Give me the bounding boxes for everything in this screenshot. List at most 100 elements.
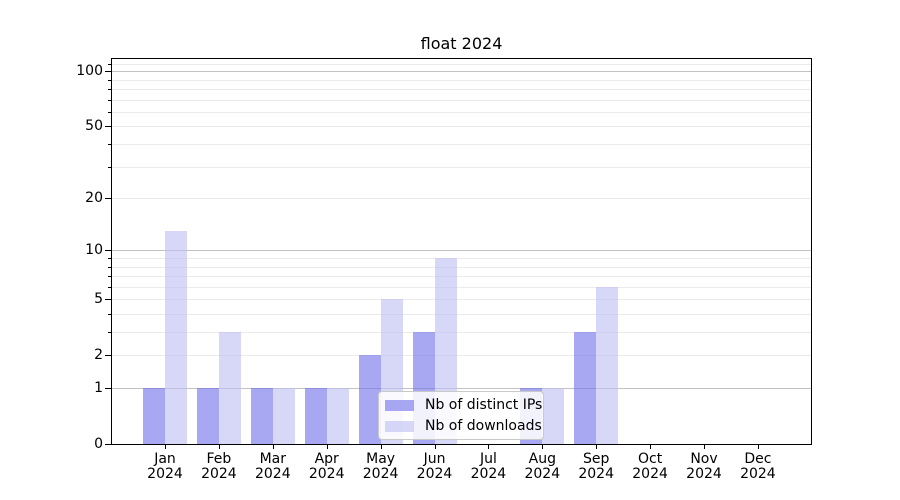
x-tick-month: Nov xyxy=(690,451,718,467)
legend-swatch-distinct-ips xyxy=(385,399,414,411)
x-tick-year: 2024 xyxy=(470,466,507,482)
gridline-minor xyxy=(112,79,811,81)
y-minor-tick-mark xyxy=(108,63,111,65)
x-tick-month: Aug xyxy=(528,451,556,467)
x-tick-label: Apr 2024 xyxy=(297,452,357,481)
x-tick-mark xyxy=(488,445,490,449)
x-tick-month: Jan xyxy=(154,451,176,467)
x-tick-month: Oct xyxy=(637,451,663,467)
x-tick-mark xyxy=(165,445,166,449)
y-tick-label: 20 xyxy=(85,190,103,206)
x-tick-mark xyxy=(542,445,544,449)
y-minor-tick-mark xyxy=(108,198,111,199)
x-tick-month: Jun xyxy=(423,451,446,467)
x-tick-year: 2024 xyxy=(416,466,453,482)
x-tick-label: Jun 2024 xyxy=(405,452,465,481)
plot-area xyxy=(111,58,812,445)
bar-distinct-ips-jan xyxy=(143,388,165,444)
x-tick-year: 2024 xyxy=(524,466,561,482)
x-tick-year: 2024 xyxy=(578,466,614,482)
bar-distinct-ips-mar xyxy=(250,388,273,444)
x-tick-label: Feb 2024 xyxy=(189,452,249,481)
x-tick-month: May xyxy=(366,451,396,467)
y-minor-tick-mark xyxy=(108,266,111,268)
y-tick-mark xyxy=(105,71,111,73)
x-tick-mark xyxy=(596,445,598,449)
bar-distinct-ips-may xyxy=(358,355,381,444)
x-tick-label: Oct 2024 xyxy=(620,452,680,481)
bar-distinct-ips-sep xyxy=(574,332,597,444)
gridline-minor xyxy=(112,198,811,199)
x-tick-year: 2024 xyxy=(147,466,183,482)
y-minor-tick-mark xyxy=(108,143,111,145)
gridline-minor xyxy=(112,166,811,168)
x-tick-mark xyxy=(434,445,436,449)
bar-downloads-apr xyxy=(326,388,349,444)
x-tick-mark xyxy=(218,445,220,449)
x-tick-mark xyxy=(757,445,759,449)
x-tick-label: Dec 2024 xyxy=(728,452,788,481)
y-tick-mark xyxy=(105,444,111,445)
x-tick-year: 2024 xyxy=(362,466,399,482)
gridline-minor xyxy=(112,88,811,90)
x-tick-label: Mar 2024 xyxy=(243,452,303,481)
gridline-minor xyxy=(112,99,811,101)
plot-canvas xyxy=(112,59,811,444)
y-tick-label: 0 xyxy=(94,436,103,452)
legend-label-distinct-ips: Nb of distinct IPs xyxy=(425,397,543,413)
chart-title: float 2024 xyxy=(420,34,503,53)
x-tick-month: Apr xyxy=(314,451,339,467)
x-tick-mark xyxy=(650,445,652,449)
y-minor-tick-mark xyxy=(108,332,111,333)
bar-downloads-feb xyxy=(218,332,241,444)
legend-item-distinct-ips: Nb of distinct IPs xyxy=(385,395,543,416)
legend-item-downloads: Nb of downloads xyxy=(385,416,543,437)
y-tick-label: 1 xyxy=(94,380,103,396)
y-minor-tick-mark xyxy=(108,126,111,128)
legend-label-downloads: Nb of downloads xyxy=(425,418,542,434)
gridline-minor xyxy=(112,126,811,128)
x-tick-month: Mar xyxy=(259,451,286,467)
x-tick-label: Nov 2024 xyxy=(674,452,734,481)
x-tick-year: 2024 xyxy=(201,466,237,482)
x-tick-year: 2024 xyxy=(686,466,722,482)
x-tick-label: May 2024 xyxy=(351,452,411,481)
gridline-minor xyxy=(112,332,811,333)
y-tick-mark xyxy=(105,388,111,389)
x-tick-year: 2024 xyxy=(740,466,776,482)
gridline-minor xyxy=(112,111,811,113)
y-minor-tick-mark xyxy=(108,355,111,357)
x-tick-mark xyxy=(272,445,274,449)
gridline-minor xyxy=(112,299,811,301)
legend-swatch-downloads xyxy=(385,420,414,432)
y-tick-mark xyxy=(105,250,111,252)
x-tick-year: 2024 xyxy=(254,466,291,482)
x-tick-mark xyxy=(380,445,382,449)
y-minor-tick-mark xyxy=(108,299,111,301)
bar-downloads-jan xyxy=(165,230,187,444)
y-minor-tick-mark xyxy=(108,79,111,81)
x-tick-year: 2024 xyxy=(632,466,668,482)
x-tick-year: 2024 xyxy=(308,466,345,482)
gridline-major xyxy=(112,388,811,389)
x-tick-label: Jul 2024 xyxy=(458,452,518,481)
x-tick-month: Sep xyxy=(582,451,610,467)
gridline-major xyxy=(112,250,811,252)
gridline-minor xyxy=(112,266,811,268)
y-tick-label: 2 xyxy=(94,347,103,364)
gridline-minor xyxy=(112,355,811,357)
legend: Nb of distinct IPs Nb of downloads xyxy=(378,391,544,440)
y-minor-tick-mark xyxy=(108,286,111,288)
x-tick-mark xyxy=(704,445,705,449)
x-tick-month: Jul xyxy=(479,451,497,467)
x-tick-month: Feb xyxy=(206,451,232,467)
gridline-minor xyxy=(112,314,811,315)
gridline-minor xyxy=(112,286,811,288)
bar-distinct-ips-feb xyxy=(196,388,219,444)
y-minor-tick-mark xyxy=(108,276,111,277)
x-tick-mark xyxy=(326,445,328,449)
bar-downloads-mar xyxy=(272,388,295,444)
y-minor-tick-mark xyxy=(108,258,111,259)
gridline-minor xyxy=(112,143,811,145)
